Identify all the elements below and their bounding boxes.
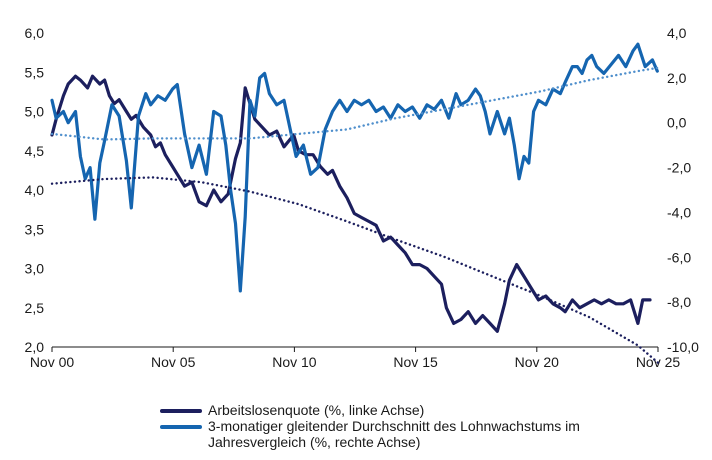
left-axis-ticks: 2,0 2,5 3,0 3,5 4,0 4,5 5,0 5,5 6,0 [25,25,45,355]
right-tick-label: -2,0 [667,160,691,176]
right-tick-label: -6,0 [667,249,691,265]
x-axis-ticks: Nov 00 Nov 05 Nov 10 Nov 15 Nov 20 Nov 25 [30,347,680,370]
right-tick-label: 4,0 [667,25,687,41]
legend-item-wages: 3-monatiger gleitender Durchschnitt des … [160,418,680,450]
right-tick-label: -8,0 [667,294,691,310]
left-tick-label: 5,5 [25,64,45,80]
left-tick-label: 4,0 [25,182,45,198]
x-tick-label: Nov 15 [393,354,438,370]
right-tick-label: -10,0 [667,339,699,355]
series-layer [50,42,660,364]
left-tick-label: 3,0 [25,261,45,277]
right-tick-label: 0,0 [667,115,687,131]
left-tick-label: 6,0 [25,25,45,41]
x-tick-label: Nov 10 [272,354,317,370]
left-tick-label: 2,0 [25,339,45,355]
right-tick-label: 2,0 [667,70,687,86]
x-tick-label: Nov 20 [515,354,560,370]
left-tick-label: 4,5 [25,143,45,159]
right-tick-label: -4,0 [667,204,691,220]
right-axis-ticks: -10,0 -8,0 -6,0 -4,0 -2,0 0,0 2,0 4,0 [667,25,699,355]
legend-item-unemployment: Arbeitslosenquote (%, linke Achse) [160,402,680,418]
wage-growth-trend-line [50,66,660,141]
legend-label-wages: 3-monatiger gleitender Durchschnitt des … [208,418,580,450]
x-tick-label: Nov 00 [30,354,75,370]
unemployment-line [50,74,652,333]
left-tick-label: 3,5 [25,221,45,237]
legend-swatch-unemployment [160,409,202,413]
legend-swatch-wages [160,425,202,429]
legend: Arbeitslosenquote (%, linke Achse) 3-mon… [160,402,680,450]
left-tick-label: 5,0 [25,104,45,120]
legend-label-unemployment: Arbeitslosenquote (%, linke Achse) [208,402,425,418]
wage-growth-line [50,42,659,293]
x-tick-label: Nov 05 [151,354,196,370]
left-tick-label: 2,5 [25,300,45,316]
unemployment-trend-line [50,176,660,364]
